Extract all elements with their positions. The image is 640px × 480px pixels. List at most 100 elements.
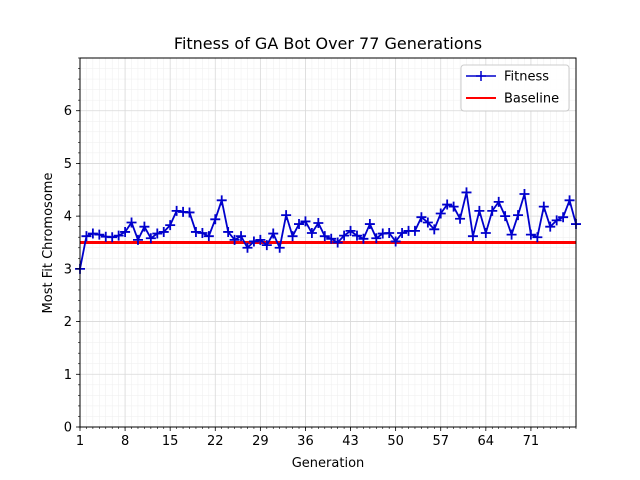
- fitness-point: [416, 212, 427, 223]
- fitness-point: [429, 224, 440, 235]
- x-tick-label: 29: [252, 434, 269, 449]
- fitness-point: [81, 231, 92, 242]
- fitness-point: [480, 228, 491, 239]
- fitness-point: [390, 236, 401, 247]
- x-tick-label: 64: [478, 434, 495, 449]
- x-tick-label: 36: [297, 434, 314, 449]
- fitness-point: [364, 219, 375, 230]
- fitness-point: [287, 231, 298, 242]
- y-tick-label: 4: [64, 210, 72, 225]
- fitness-point: [422, 217, 433, 228]
- fitness-point: [158, 226, 169, 237]
- fitness-point: [461, 187, 472, 198]
- fitness-point: [435, 208, 446, 219]
- y-tick-label: 1: [64, 368, 72, 383]
- fitness-point: [506, 229, 517, 240]
- fitness-point: [126, 217, 137, 228]
- fitness-point: [274, 242, 285, 253]
- fitness-point: [184, 207, 195, 218]
- y-axis-label: Most Fit Chromosome: [41, 173, 56, 314]
- fitness-point: [165, 220, 176, 231]
- fitness-point: [409, 225, 420, 236]
- fitness-point: [326, 233, 337, 244]
- fitness-point: [467, 231, 478, 242]
- x-axis-label: Generation: [292, 456, 365, 471]
- fitness-point: [145, 233, 156, 244]
- fitness-point: [107, 232, 118, 243]
- fitness-point: [397, 228, 408, 239]
- x-tick-label: 50: [387, 434, 404, 449]
- fitness-point: [190, 226, 201, 237]
- fitness-point: [493, 196, 504, 207]
- chart-title: Fitness of GA Bot Over 77 Generations: [174, 34, 482, 53]
- fitness-point: [513, 210, 524, 221]
- fitness-point: [384, 228, 395, 239]
- fitness-point: [313, 217, 324, 228]
- fitness-point: [171, 205, 182, 216]
- fitness-point: [538, 201, 549, 212]
- fitness-point: [152, 228, 163, 239]
- legend-fitness-label: Fitness: [504, 70, 549, 85]
- y-tick-label: 0: [64, 421, 72, 436]
- fitness-point: [294, 219, 305, 230]
- fitness-point: [261, 240, 272, 251]
- fitness-point: [300, 216, 311, 227]
- legend-fitness-marker: [476, 71, 486, 81]
- fitness-point: [242, 242, 253, 253]
- y-tick-label: 3: [64, 262, 72, 277]
- fitness-point: [339, 230, 350, 241]
- fitness-point: [564, 195, 575, 206]
- fitness-point: [236, 231, 247, 242]
- fitness-point: [229, 234, 240, 245]
- fitness-point: [371, 233, 382, 244]
- legend: Fitness Baseline: [460, 64, 570, 112]
- fitness-point: [519, 189, 530, 200]
- fitness-point: [455, 213, 466, 224]
- legend-baseline-label: Baseline: [504, 92, 559, 107]
- x-tick-label: 15: [162, 434, 179, 449]
- fitness-point: [345, 225, 356, 236]
- fitness-point: [332, 237, 343, 248]
- fitness-point: [87, 228, 98, 239]
- plot-frame: [79, 57, 577, 428]
- fitness-point: [474, 205, 485, 216]
- fitness-point: [545, 221, 556, 232]
- x-tick-label: 57: [432, 434, 449, 449]
- fitness-point: [448, 201, 459, 212]
- fitness-point: [500, 211, 511, 222]
- fitness-point: [120, 226, 131, 237]
- x-tick-label: 8: [121, 434, 129, 449]
- fitness-point: [351, 230, 362, 241]
- fitness-point: [306, 228, 317, 239]
- fitness-point: [487, 205, 498, 216]
- fitness-point: [558, 212, 569, 223]
- y-tick-label: 6: [64, 104, 72, 119]
- fitness-point: [525, 229, 536, 240]
- fitness-point: [268, 228, 279, 239]
- fitness-point: [139, 221, 150, 232]
- fitness-point: [223, 226, 234, 237]
- x-tick-label: 22: [207, 434, 224, 449]
- fitness-point: [210, 214, 221, 225]
- fitness-point: [281, 210, 292, 221]
- fitness-point: [94, 229, 105, 240]
- fitness-point: [197, 228, 208, 239]
- y-tick-label: 5: [64, 157, 72, 172]
- fitness-point: [442, 199, 453, 210]
- x-tick-label: 71: [523, 434, 540, 449]
- x-tick-label: 43: [342, 434, 359, 449]
- fitness-point: [319, 231, 330, 242]
- fitness-point: [113, 230, 124, 241]
- x-tick-label: 1: [76, 434, 84, 449]
- fitness-point: [551, 215, 562, 226]
- fitness-point: [255, 234, 266, 245]
- fitness-point: [216, 195, 227, 206]
- fitness-point: [358, 233, 369, 244]
- fitness-point: [532, 232, 543, 243]
- y-tick-label: 2: [64, 315, 72, 330]
- fitness-point: [132, 234, 143, 245]
- fitness-point: [248, 236, 259, 247]
- fitness-point: [203, 231, 214, 242]
